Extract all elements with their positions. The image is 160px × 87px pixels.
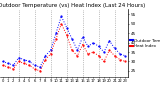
Legend: Outdoor Temp, Heat Index: Outdoor Temp, Heat Index <box>130 39 160 48</box>
Title: Milw. Outdoor Temperature (vs) Heat Index (Last 24 Hours): Milw. Outdoor Temperature (vs) Heat Inde… <box>0 3 145 8</box>
